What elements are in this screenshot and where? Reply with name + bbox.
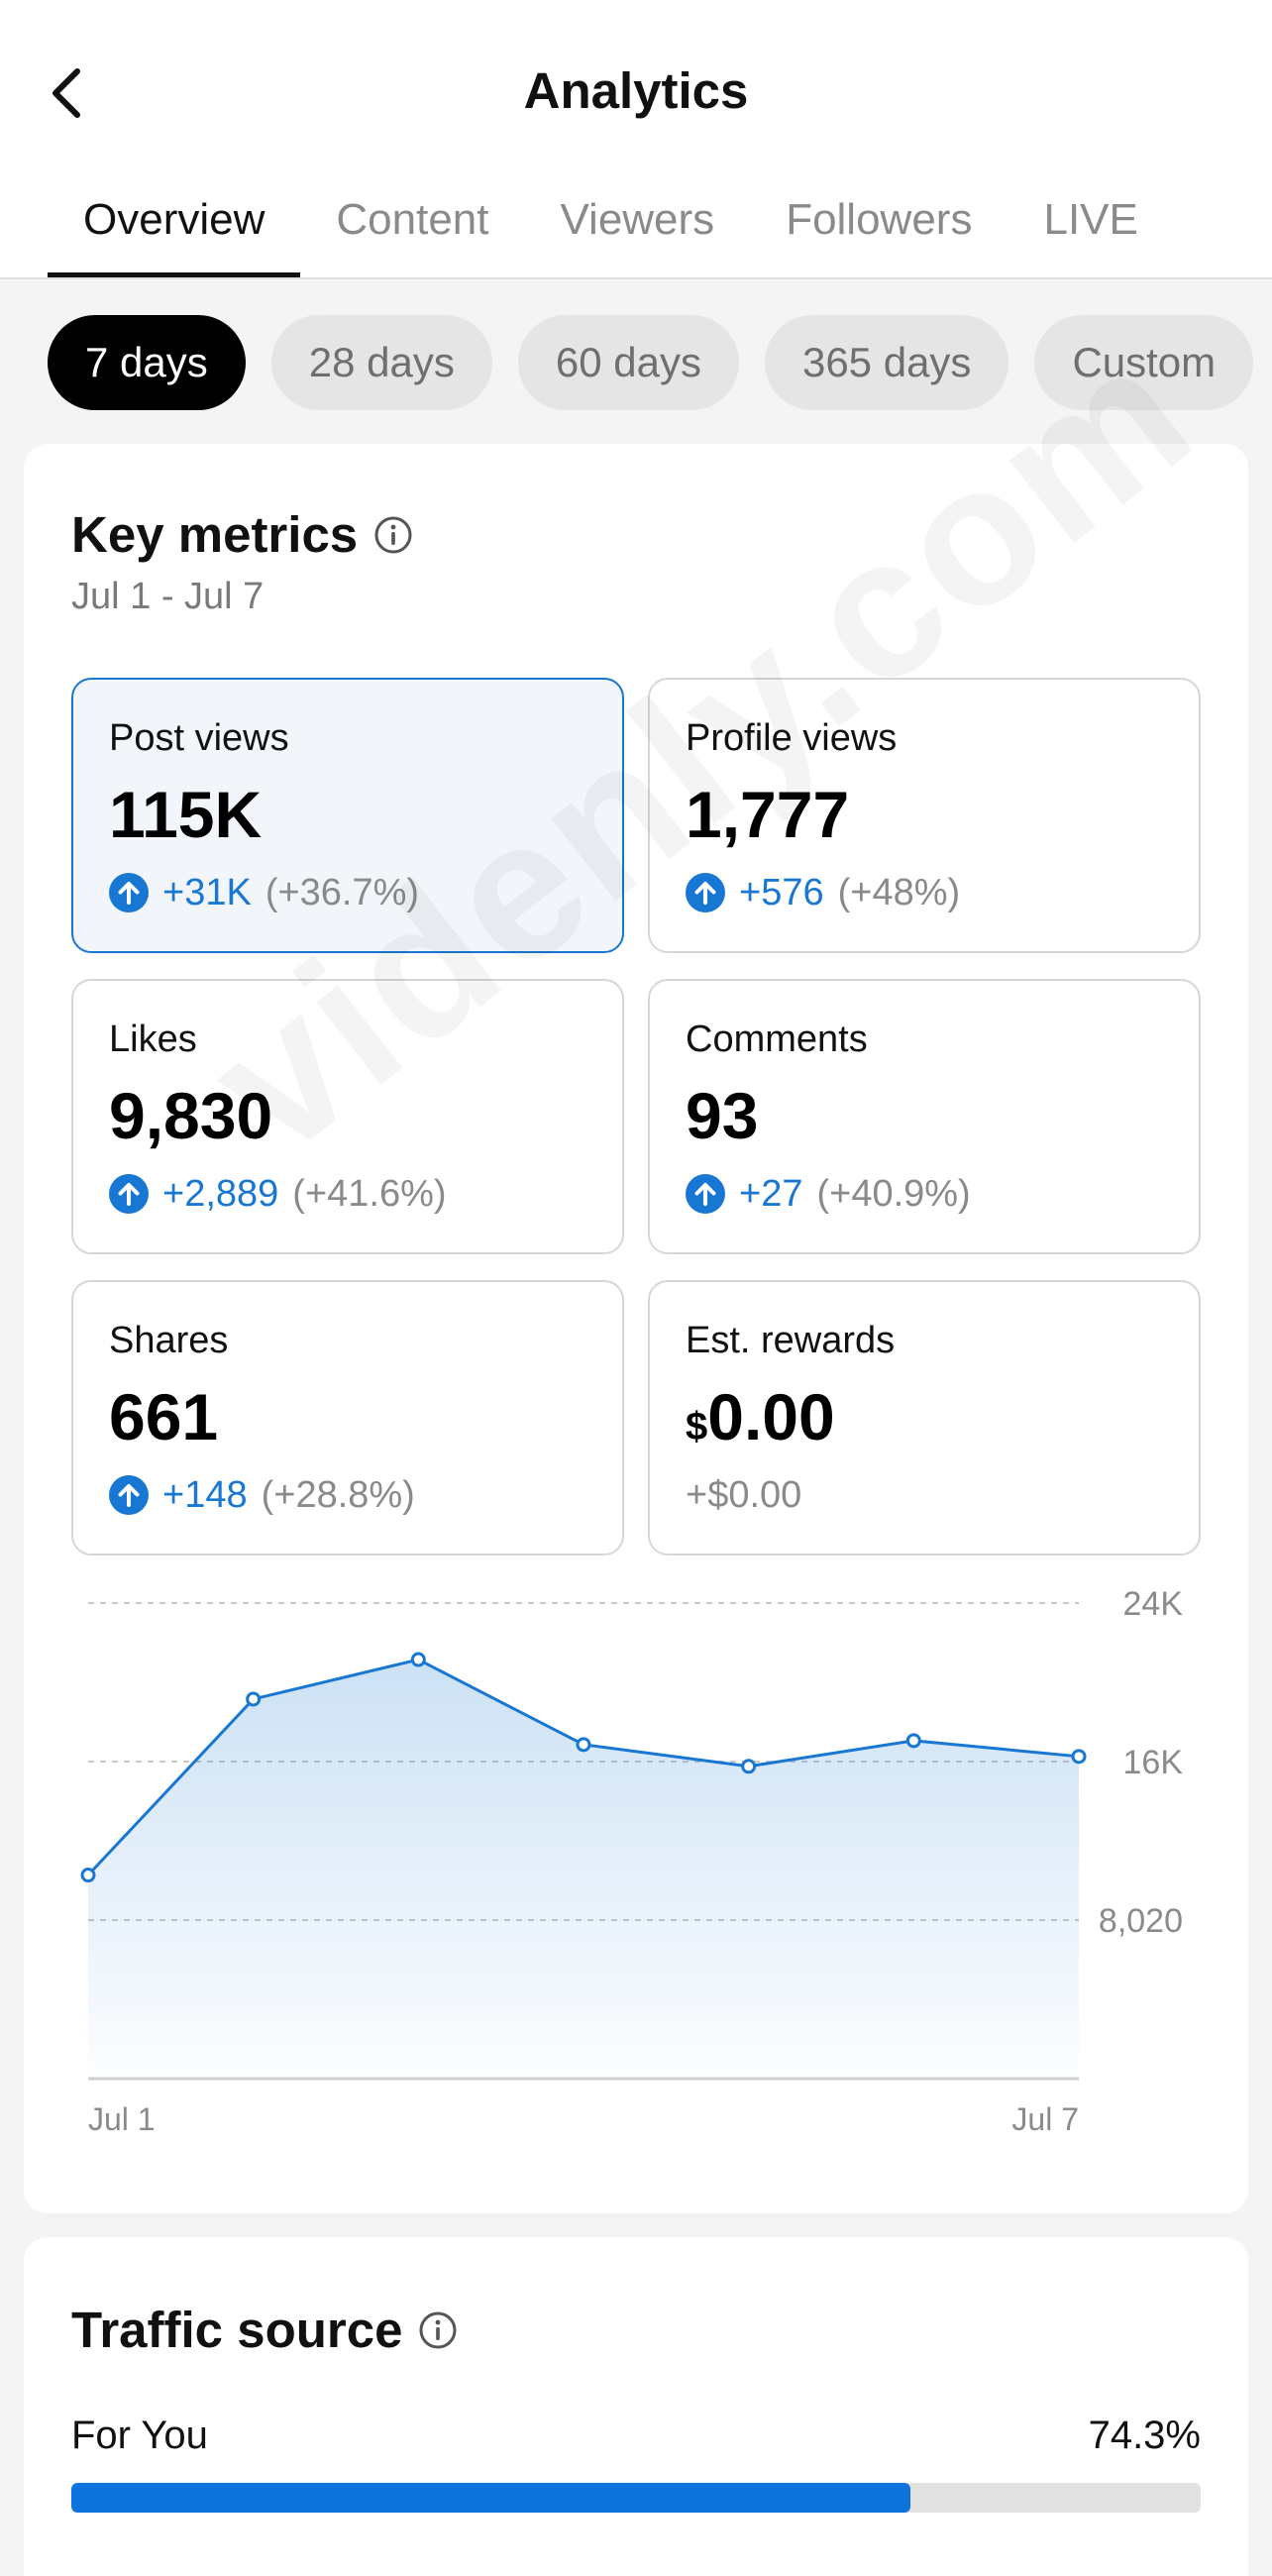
metric-profile-views[interactable]: Profile views 1,777 +576 (+48%) [648,678,1201,953]
metric-comments[interactable]: Comments 93 +27 (+40.9%) [648,979,1201,1254]
metric-delta: +31K [162,872,252,913]
metric-label: Post views [109,717,289,759]
metric-delta: +576 [739,872,824,913]
chart-data-point[interactable] [741,1759,757,1774]
chart-y-tick-label: 24K [1123,1585,1184,1623]
traffic-source-card: Traffic source For You 74.3% [24,2237,1248,2576]
metric-percent: (+41.6%) [292,1173,447,1215]
metric-amount: 0.00 [707,1380,835,1453]
traffic-source-title: Traffic source [71,2302,403,2358]
metric-post-views[interactable]: Post views 115K +31K (+36.7%) [71,678,624,953]
traffic-source-value: 74.3% [1088,2414,1201,2457]
metric-percent: (+40.9%) [816,1173,971,1215]
arrow-up-icon [686,873,725,912]
metric-delta: +2,889 [162,1173,279,1215]
chevron-left-icon [53,68,80,118]
info-icon[interactable] [418,2310,458,2350]
arrow-up-icon [686,1174,725,1214]
tab-live[interactable]: LIVE [1043,195,1138,244]
metric-est-rewards[interactable]: Est. rewards $0.00 +$0.00 [648,1280,1201,1556]
metric-change: +2,889 (+41.6%) [109,1171,447,1217]
chart-data-point[interactable] [905,1733,921,1749]
date-range-label: Jul 1 - Jul 7 [71,576,265,617]
metric-value: 9,830 [109,1079,273,1152]
chart-data-point[interactable] [410,1652,426,1667]
filter-7-days[interactable]: 7 days [48,315,246,410]
currency-symbol: $ [686,1405,708,1449]
arrow-up-icon [109,1174,149,1214]
date-filter-bar: 7 days 28 days 60 days 365 days Custom [48,315,1272,410]
chart-x-tick-label: Jul 7 [1011,2101,1079,2137]
chart-data-point[interactable] [246,1691,262,1707]
metric-value: 115K [109,778,263,851]
arrow-up-icon [109,873,149,912]
chart-data-point[interactable] [1071,1749,1087,1765]
filter-28-days[interactable]: 28 days [270,315,492,410]
metric-percent: (+36.7%) [265,872,420,913]
chart-area-fill [88,1660,1079,2079]
traffic-progress-fill [71,2483,911,2513]
key-metrics-card: Key metrics Jul 1 - Jul 7 Post views 115… [24,444,1248,2213]
metric-value: 661 [109,1380,219,1453]
chart-x-tick-label: Jul 1 [88,2101,156,2137]
chart-data-point[interactable] [80,1868,96,1883]
traffic-source-heading: Traffic source [71,2299,458,2362]
metric-change: +148 (+28.8%) [109,1472,415,1518]
metric-likes[interactable]: Likes 9,830 +2,889 (+41.6%) [71,979,624,1254]
tab-content[interactable]: Content [336,195,489,244]
app-header: Analytics Overview Content Viewers Follo… [0,0,1272,279]
chart-y-tick-label: 8,020 [1099,1902,1183,1940]
key-metrics-heading: Key metrics [71,503,413,567]
metric-value: $0.00 [686,1377,835,1466]
metric-change: +$0.00 [686,1472,801,1518]
tab-viewers[interactable]: Viewers [560,195,715,244]
tab-bar: Overview Content Viewers Followers LIVE [48,188,1174,277]
traffic-progress-track [71,2483,1201,2513]
metric-percent: (+48%) [837,872,961,913]
post-views-chart: 24K 16K 8,020 Jul 1 Jul 7 [80,1585,1184,2137]
metric-value: 93 [686,1079,759,1152]
metric-label: Profile views [686,717,898,759]
metric-percent: (+28.8%) [261,1474,415,1516]
metric-delta: +27 [739,1173,803,1215]
metric-change: +27 (+40.9%) [686,1171,971,1217]
metric-delta: +148 [162,1474,248,1516]
metric-label: Comments [686,1019,868,1060]
traffic-source-label: For You [71,2414,208,2457]
key-metrics-title: Key metrics [71,506,359,563]
chart-y-tick-label: 16K [1123,1744,1184,1781]
chart-data-point[interactable] [576,1737,591,1753]
back-button[interactable] [40,57,95,129]
metric-value: 1,777 [686,778,850,851]
metric-delta: +$0.00 [686,1474,802,1516]
filter-60-days[interactable]: 60 days [517,315,739,410]
page-title: Analytics [523,62,749,119]
metric-shares[interactable]: Shares 661 +148 (+28.8%) [71,1280,624,1556]
info-icon[interactable] [373,515,413,555]
metric-change: +576 (+48%) [686,870,960,915]
metric-label: Shares [109,1320,229,1361]
metric-label: Likes [109,1019,197,1060]
arrow-up-icon [109,1475,149,1515]
filter-custom[interactable]: Custom [1034,315,1254,410]
filter-365-days[interactable]: 365 days [764,315,1009,410]
tab-followers[interactable]: Followers [786,195,973,244]
metric-label: Est. rewards [686,1320,896,1361]
tab-overview[interactable]: Overview [48,188,301,277]
metric-change: +31K (+36.7%) [109,870,419,915]
